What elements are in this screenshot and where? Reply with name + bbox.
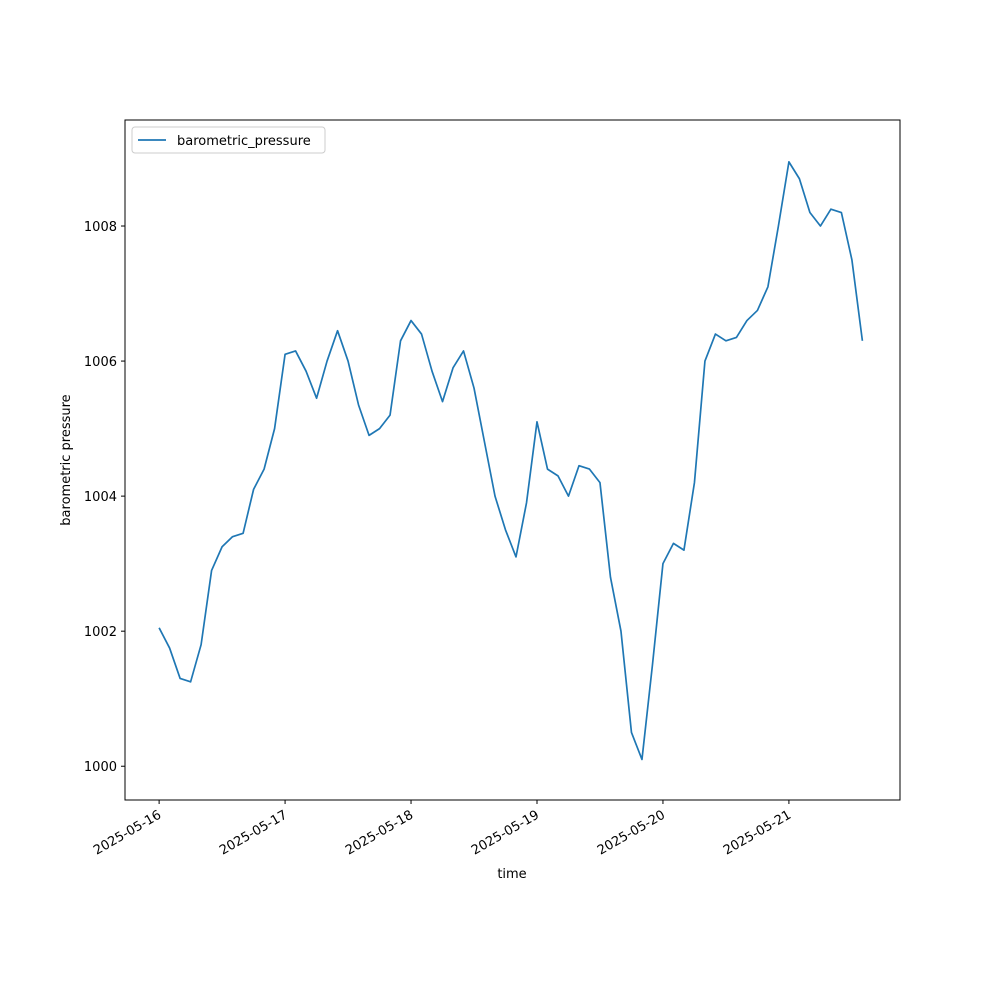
line-series [158,161,864,761]
y-tick-label: 1002 [84,625,117,640]
y-tick-label: 1000 [84,760,117,775]
legend-label: barometric_pressure [177,134,311,149]
plot-frame [124,119,901,801]
y-tick-label: 1006 [84,355,117,370]
x-axis-label: time [497,867,526,882]
y-axis-label: barometric pressure [59,394,74,525]
legend-box [131,126,326,154]
y-tick-label: 1004 [84,490,117,505]
legend: barometric_pressure [131,126,326,154]
y-tick-label: 1008 [84,220,117,235]
